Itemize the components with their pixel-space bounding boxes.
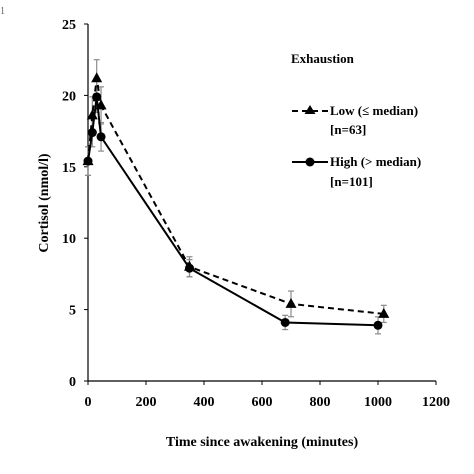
legend-high-marker: [305, 157, 315, 167]
y-tick-label: 0: [69, 375, 76, 390]
y-tick-label: 10: [62, 232, 76, 247]
data-point-low: [91, 72, 103, 83]
y-tick-label: 25: [62, 18, 76, 33]
x-tick-label: 600: [252, 395, 273, 410]
data-point-high: [280, 317, 290, 327]
legend: Exhaustion Low (≤ median) [n=63] High (>…: [291, 51, 421, 189]
series-group: [82, 72, 390, 330]
data-point-low: [285, 297, 297, 308]
x-tick-label: 0: [85, 395, 92, 410]
legend-low-marker: [304, 105, 316, 114]
x-tick-label: 1200: [422, 395, 450, 410]
data-point-high: [92, 92, 102, 102]
y-tick-label: 20: [62, 89, 76, 104]
x-tick-label: 200: [136, 395, 157, 410]
ticks: 0 5 10 15 20 25 0 200 400 600 800 1000 1200: [62, 18, 450, 410]
legend-low-label: Low (≤ median): [330, 103, 418, 118]
data-point-high: [83, 156, 93, 166]
data-point-high: [373, 320, 383, 330]
error-bars: [85, 59, 387, 335]
y-tick-label: 15: [62, 161, 76, 176]
legend-high-label: High (> median): [330, 154, 421, 169]
legend-high-n: [n=101]: [330, 174, 373, 189]
x-tick-label: 400: [194, 395, 215, 410]
data-point-high: [87, 128, 97, 138]
x-tick-label: 800: [310, 395, 331, 410]
y-tick-label: 5: [69, 304, 76, 319]
y-axis-title: Cortisol (nmol/l): [37, 153, 52, 252]
x-axis-title: Time since awakening (minutes): [166, 435, 359, 450]
data-point-low: [378, 307, 390, 318]
data-point-high: [185, 263, 194, 273]
corner-label: 1: [0, 6, 5, 17]
axes: [87, 24, 436, 382]
x-tick-label: 1000: [364, 395, 392, 410]
legend-low-n: [n=63]: [330, 122, 366, 137]
data-point-high: [96, 132, 106, 142]
legend-title: Exhaustion: [291, 51, 355, 66]
